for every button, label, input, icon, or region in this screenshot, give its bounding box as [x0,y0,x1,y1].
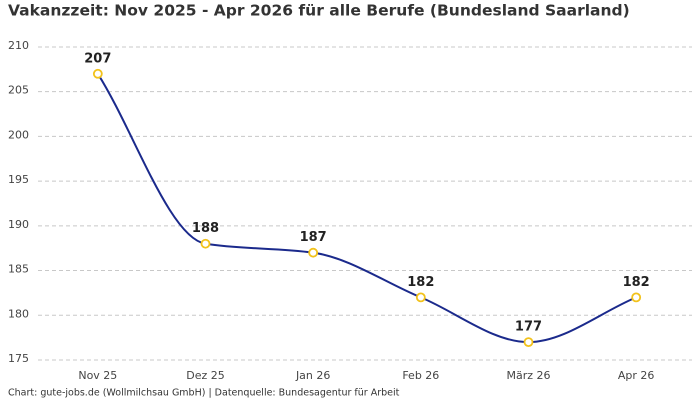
value-label: 182 [623,275,650,290]
marker [308,247,319,258]
y-tick-label: 190 [8,218,29,231]
y-tick-label: 185 [8,263,29,276]
marker [415,292,426,303]
marker [200,238,211,249]
y-tick-label: 195 [8,173,29,186]
x-tick-label: Feb 26 [402,369,439,382]
marker [523,337,534,348]
footer: Chart: gute-jobs.de (Wollmilchsau GmbH) … [8,388,400,399]
y-tick-label: 180 [8,307,29,320]
x-tick-label: Jan 26 [295,369,330,382]
y-tick-label: 175 [8,352,29,365]
value-label: 182 [407,275,434,290]
x-tick-label: Apr 26 [618,369,655,382]
marker [92,68,103,79]
line [96,73,637,344]
y-tick-label: 200 [8,128,29,141]
y-tick-label: 210 [8,39,29,52]
value-label: 207 [84,51,111,66]
y-tick-label: 205 [8,84,29,97]
value-label: 177 [515,320,542,335]
x-tick-label: Nov 25 [78,369,117,382]
x-tick-label: März 26 [506,369,550,382]
x-tick-label: Dez 25 [186,369,225,382]
value-label: 188 [192,221,219,236]
chart-title: Vakanzzeit: Nov 2025 - Apr 2026 für alle… [8,2,630,20]
marker [631,292,642,303]
value-label: 187 [300,230,327,245]
